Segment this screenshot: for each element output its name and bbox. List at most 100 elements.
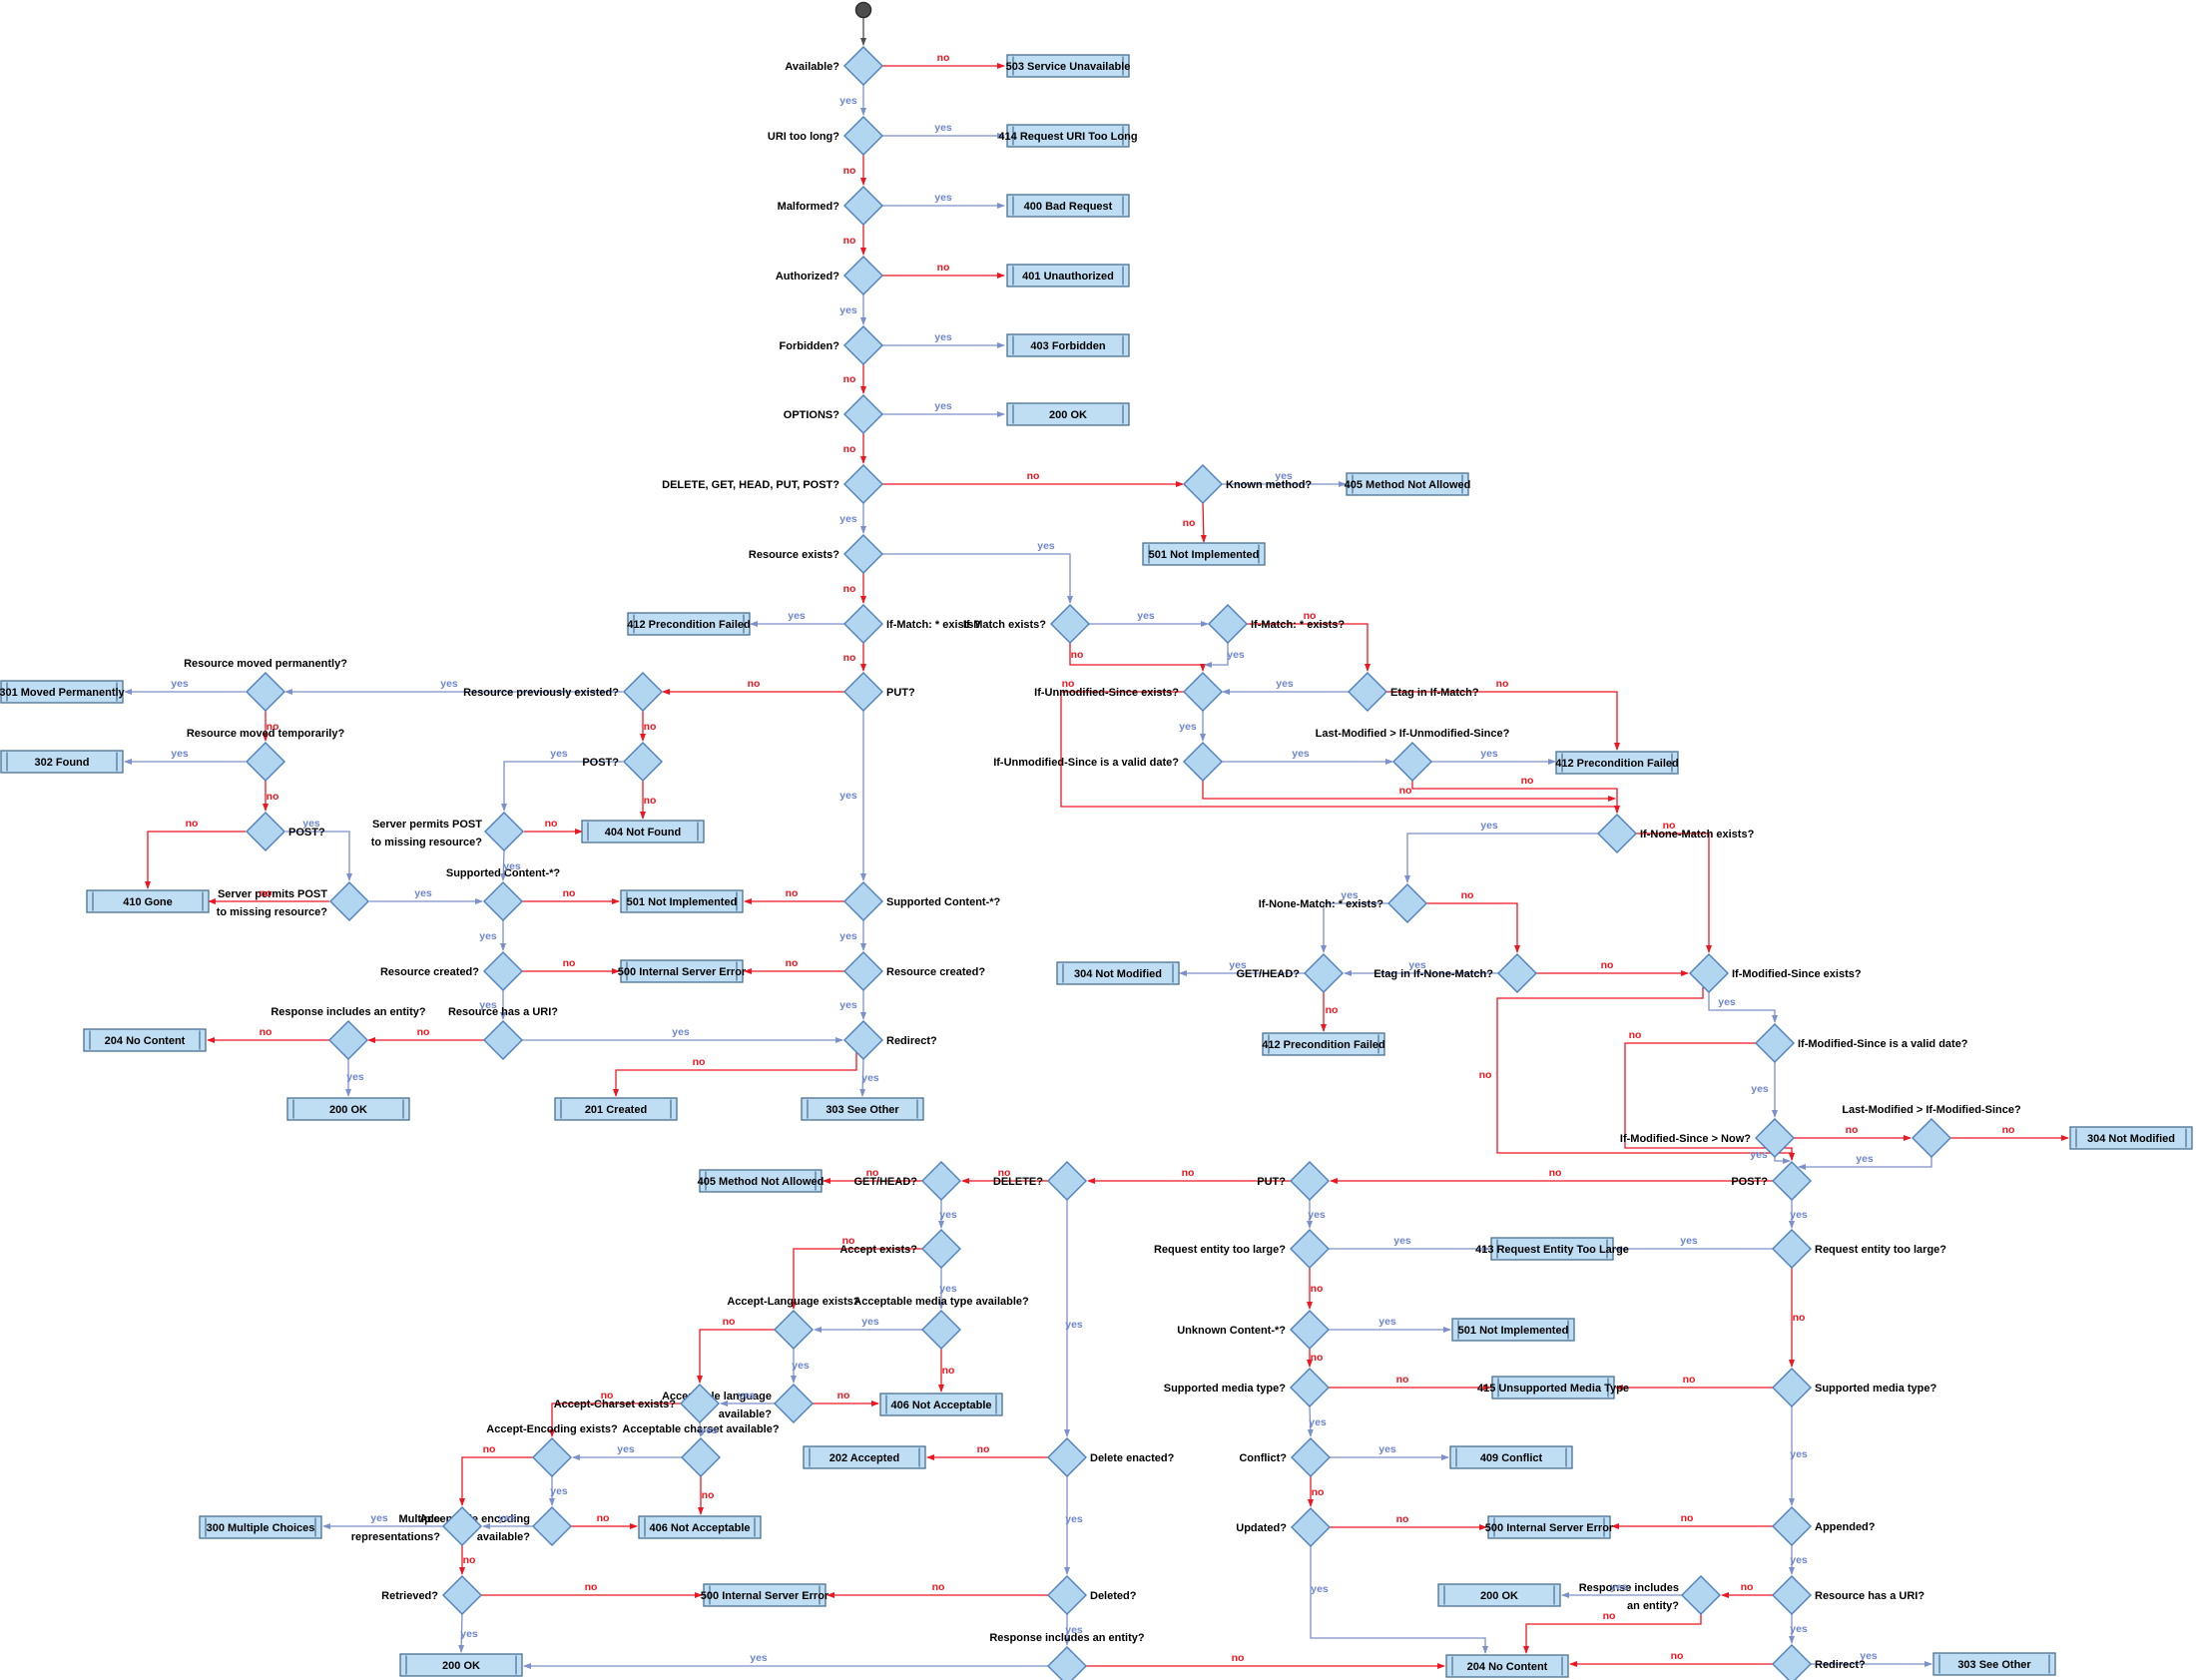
svg-text:POST?: POST? <box>1731 1176 1768 1188</box>
decision-prev-existed: Resource previously existed? <box>463 672 663 712</box>
decision-unknown-content: Unknown Content-*? <box>1177 1310 1330 1350</box>
svg-text:DELETE?: DELETE? <box>993 1176 1043 1188</box>
svg-text:Resource exists?: Resource exists? <box>749 549 839 561</box>
decision-delete-b: DELETE? <box>993 1161 1087 1201</box>
decision-supp-media-right: Supported media type? <box>1772 1368 1937 1407</box>
status-box-500-internal-server-error-bottom-left: 500 Internal Server Error <box>701 1583 829 1607</box>
status-box-500-internal-server-error-right: 500 Internal Server Error <box>1485 1515 1614 1539</box>
decision-charset-exists: Accept-Charset exists? <box>554 1384 720 1423</box>
svg-text:413 Request Entity Too Large: 413 Request Entity Too Large <box>1475 1244 1629 1256</box>
edge-label-65: no <box>563 887 576 899</box>
edge-label-57: no <box>186 818 199 830</box>
edge-label-74: yes <box>839 930 857 942</box>
decision-media-avail: Acceptable media type available? <box>853 1296 1029 1350</box>
svg-text:Response includes an entity?: Response includes an entity? <box>271 1006 426 1018</box>
decision-redirect-mid: Redirect? <box>843 1020 937 1060</box>
status-box-501-not-implemented-center: 501 Not Implemented <box>620 889 744 913</box>
edge-label-82: no <box>866 1167 879 1179</box>
edge-label-131: yes <box>1610 1581 1628 1593</box>
edge-label-15: yes <box>1275 470 1293 482</box>
decision-updated: Updated? <box>1236 1507 1331 1547</box>
edge-label-87: no <box>942 1365 955 1377</box>
edge-label-79: no <box>1549 1167 1562 1179</box>
svg-text:Available?: Available? <box>785 61 839 73</box>
edge-label-80: no <box>1182 1167 1195 1179</box>
edge-label-100: yes <box>370 1512 388 1524</box>
svg-text:Accept exists?: Accept exists? <box>839 1244 917 1256</box>
svg-text:to missing resource?: to missing resource? <box>217 906 328 918</box>
svg-text:Acceptable charset available?: Acceptable charset available? <box>622 1423 779 1435</box>
edge-label-42: no <box>1326 1004 1339 1016</box>
edge-label-70: yes <box>672 1026 690 1038</box>
edge-label-36: no <box>1663 820 1676 832</box>
status-box-412-precondition-failed-right: 412 Precondition Failed <box>1555 751 1679 775</box>
decision-appended: Appended? <box>1772 1506 1876 1546</box>
edge-no-57 <box>145 831 246 889</box>
svg-text:OPTIONS?: OPTIONS? <box>784 409 840 421</box>
svg-text:Accept-Encoding exists?: Accept-Encoding exists? <box>486 1423 618 1435</box>
svg-text:405 Method Not Allowed: 405 Method Not Allowed <box>698 1176 824 1188</box>
edge-yes-50 <box>1798 1157 1932 1170</box>
decision-req-too-large-right: Request entity too large? <box>1772 1229 1946 1269</box>
edge-label-40: no <box>1601 959 1614 971</box>
edge-yes-59 <box>501 761 623 812</box>
decision-enc-exists: Accept-Encoding exists? <box>486 1423 618 1477</box>
svg-text:Redirect?: Redirect? <box>886 1035 937 1047</box>
svg-text:If-Match: * exists?: If-Match: * exists? <box>886 619 980 631</box>
svg-text:500 Internal Server Error: 500 Internal Server Error <box>701 1590 829 1602</box>
edge-label-97: no <box>483 1443 496 1455</box>
svg-text:Resource moved permanently?: Resource moved permanently? <box>184 658 347 670</box>
edge-label-22: yes <box>839 790 857 802</box>
edge-label-129: yes <box>1790 1623 1808 1635</box>
svg-text:204 No Content: 204 No Content <box>1467 1661 1548 1673</box>
svg-text:Last-Modified > If-Unmodified-: Last-Modified > If-Unmodified-Since? <box>1316 728 1510 740</box>
edge-label-8: yes <box>839 304 857 316</box>
svg-text:304 Not Modified: 304 Not Modified <box>1074 968 1162 980</box>
decision-delete-enacted: Delete enacted? <box>1047 1437 1175 1477</box>
svg-text:Accept-Language exists?: Accept-Language exists? <box>727 1296 860 1308</box>
svg-text:409 Conflict: 409 Conflict <box>1480 1452 1543 1464</box>
edge-label-112: yes <box>1393 1235 1411 1247</box>
edge-label-34: no <box>1521 775 1534 787</box>
decision-if-mod-exists: If-Modified-Since exists? <box>1689 953 1862 993</box>
status-box-303-see-other-bottom: 303 See Other <box>1932 1652 2056 1676</box>
edge-label-126: yes <box>1790 1448 1808 1460</box>
status-box-413-request-entity-too-large: 413 Request Entity Too Large <box>1475 1237 1629 1261</box>
status-box-501-not-implemented-bottom: 501 Not Implemented <box>1451 1318 1575 1342</box>
decision-if-match-star-top: If-Match: * exists? <box>843 604 980 644</box>
decision-res-created-left: Resource created? <box>380 951 523 991</box>
decision-put-top: PUT? <box>843 672 915 712</box>
edge-label-61: no <box>545 818 558 830</box>
edge-label-75: no <box>786 957 799 969</box>
svg-text:Last-Modified > If-Modified-Si: Last-Modified > If-Modified-Since? <box>1842 1104 2021 1116</box>
edge-label-48: yes <box>1750 1149 1768 1161</box>
decision-res-created-right: Resource created? <box>843 951 985 991</box>
edge-no-36 <box>1636 833 1712 953</box>
decision-lastmod-gt-if-unmod: Last-Modified > If-Unmodified-Since? <box>1316 728 1510 782</box>
edge-label-6: no <box>843 235 856 247</box>
svg-text:Resource moved temporarily?: Resource moved temporarily? <box>187 728 345 740</box>
status-box-401-unauthorized: 401 Unauthorized <box>1006 264 1130 287</box>
edge-no-132 <box>1523 1614 1702 1654</box>
svg-text:Resource previously existed?: Resource previously existed? <box>463 687 619 699</box>
status-box-410-gone: 410 Gone <box>86 889 210 913</box>
svg-text:412 Precondition Failed: 412 Precondition Failed <box>627 619 750 631</box>
edge-yes-121 <box>1310 1546 1488 1654</box>
edge-label-108: yes <box>1065 1624 1083 1636</box>
edge-label-11: yes <box>934 400 952 412</box>
decision-moved-perm: Resource moved permanently? <box>184 658 347 712</box>
status-box-414-request-uri-too-long: 414 Request URI Too Long <box>998 124 1138 148</box>
edge-label-125: no <box>1683 1374 1696 1386</box>
svg-text:Supported Content-*?: Supported Content-*? <box>446 867 561 879</box>
edge-label-78: no <box>693 1056 706 1068</box>
edge-no-78 <box>613 1050 857 1097</box>
edge-yes-17 <box>882 553 1073 604</box>
decision-resp-inc-entity-left: Response includes an entity? <box>271 1006 426 1060</box>
edge-label-60: no <box>644 795 657 807</box>
edge-label-98: yes <box>498 1512 516 1524</box>
status-box-405-method-not-allowed-top: 405 Method Not Allowed <box>1345 472 1470 496</box>
edge-yes-117 <box>1307 1405 1314 1437</box>
svg-text:412 Precondition Failed: 412 Precondition Failed <box>1555 758 1678 770</box>
edge-label-46: no <box>1629 1029 1642 1041</box>
